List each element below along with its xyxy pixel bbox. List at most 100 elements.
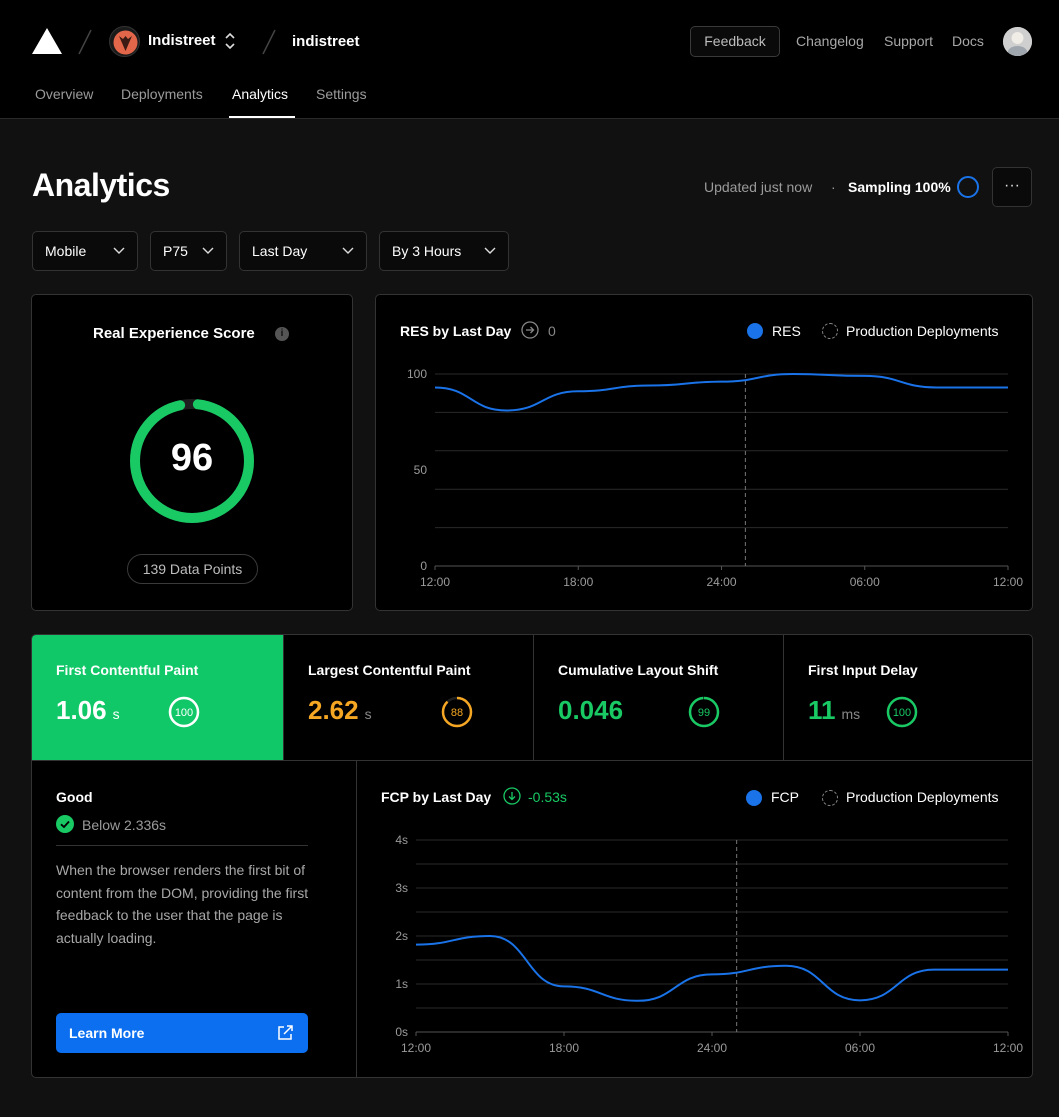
score-ring-icon: 99 (688, 696, 720, 728)
learn-more-button[interactable]: Learn More (56, 1013, 308, 1053)
granularity-select[interactable]: By 3 Hours (379, 231, 509, 271)
metric-number: 11 (808, 695, 836, 725)
metric-name: First Contentful Paint (56, 662, 199, 678)
user-avatar[interactable] (1003, 27, 1032, 56)
metric-value: 0.046 (558, 695, 629, 726)
more-options-button[interactable]: ··· (992, 167, 1032, 207)
support-link[interactable]: Support (884, 33, 934, 49)
slash-separator-icon (262, 29, 276, 55)
legend-deployments-label[interactable]: Production Deployments (846, 323, 999, 339)
metric-detail-panel: Good Below 2.336s When the browser rende… (32, 761, 357, 1077)
device-select[interactable]: Mobile (32, 231, 138, 271)
chevron-down-icon (484, 247, 496, 254)
metric-number: 0.046 (558, 695, 624, 725)
x-tick-label: 24:00 (706, 575, 736, 589)
series-line-fcp[interactable] (415, 934, 1008, 1002)
data-points-badge: 139 Data Points (127, 554, 258, 584)
user-photo-icon (1003, 27, 1032, 56)
score-ring-value: 88 (451, 707, 463, 719)
metric-name: Cumulative Layout Shift (558, 662, 719, 678)
metric-cls[interactable]: Cumulative Layout Shift 0.046 99 (533, 635, 783, 761)
legend-deployments-dot (822, 323, 838, 339)
check-circle-icon (56, 815, 74, 833)
x-tick-label: 12:00 (401, 1041, 431, 1055)
legend-deployments-label[interactable]: Production Deployments (846, 789, 999, 805)
x-tick-label: 24:00 (697, 1041, 727, 1055)
legend-fcp-label[interactable]: FCP (771, 789, 799, 805)
chevron-down-icon (202, 247, 214, 254)
metric-lcp[interactable]: Largest Contentful Paint 2.62 s 88 (283, 635, 533, 761)
y-tick-label: 0 (420, 559, 427, 573)
docs-link[interactable]: Docs (952, 33, 984, 49)
tab-analytics[interactable]: Analytics (232, 86, 289, 102)
metric-fcp[interactable]: First Contentful Paint 1.06 s 100 (32, 635, 283, 761)
chevron-down-icon (113, 247, 125, 254)
y-tick-label: 2s (395, 929, 408, 943)
metric-number: 1.06 (56, 695, 107, 725)
y-tick-label: 3s (395, 881, 408, 895)
x-tick-label: 12:00 (420, 575, 450, 589)
metric-value: 11 ms (808, 695, 860, 726)
metrics-divider (32, 760, 1032, 761)
score-card-title: Real Experience Score (93, 325, 255, 342)
team-name[interactable]: Indistreet (148, 32, 216, 49)
score-ring-value: 100 (175, 707, 193, 719)
time-range-select[interactable]: Last Day (239, 231, 367, 271)
metric-value: 2.62 s (308, 695, 372, 726)
res-chart-card: RES by Last Day 0 RES Production Deploym… (375, 294, 1033, 611)
percentile-select[interactable]: P75 (150, 231, 227, 271)
y-tick-label: 4s (395, 833, 408, 847)
tab-deployments[interactable]: Deployments (121, 86, 203, 102)
feedback-button[interactable]: Feedback (690, 26, 780, 57)
updated-status: Updated just now (704, 179, 813, 195)
metric-fid[interactable]: First Input Delay 11 ms 100 (783, 635, 1032, 761)
score-ring-arc (168, 696, 200, 728)
score-ring-icon: 100 (168, 696, 200, 728)
score-ring-value: 100 (893, 707, 911, 719)
legend-fcp-dot (746, 790, 762, 806)
series-line-res[interactable] (434, 372, 1008, 412)
y-tick-label: 50 (414, 463, 428, 477)
web-vitals-panel: First Contentful Paint 1.06 s 100 Largest… (31, 634, 1033, 1078)
percentile-select-value: P75 (163, 243, 188, 259)
x-tick-label: 18:00 (549, 1041, 579, 1055)
metric-description: When the browser renders the first bit o… (56, 862, 309, 946)
tab-overview[interactable]: Overview (35, 86, 94, 102)
res-chart-title: RES by Last Day (400, 323, 512, 339)
active-tab-indicator (229, 116, 295, 118)
y-tick-label: 0s (395, 1025, 408, 1039)
metric-name: First Input Delay (808, 662, 918, 678)
fcp-line-chart[interactable]: 4s 3s 2s 1s 0s 12:00 18:00 24:00 06:00 12:00 (32, 635, 1032, 1077)
score-ring-icon: 88 (441, 696, 473, 728)
metric-unit: s (364, 706, 372, 722)
project-name[interactable]: indistreet (292, 33, 360, 50)
score-ring-arc (886, 696, 918, 728)
y-tick-label: 100 (407, 367, 427, 381)
x-tick-label: 06:00 (845, 1041, 875, 1055)
arrow-right-circle-icon (521, 321, 539, 339)
metric-number: 2.62 (308, 695, 359, 725)
x-tick-label: 18:00 (563, 575, 593, 589)
vercel-logo-icon[interactable] (32, 28, 62, 54)
tab-settings[interactable]: Settings (316, 86, 367, 102)
score-ring-arc (441, 696, 473, 728)
metric-unit: s (112, 706, 120, 722)
learn-more-label: Learn More (69, 1025, 145, 1041)
score-ring-value: 99 (698, 707, 710, 719)
granularity-select-value: By 3 Hours (392, 243, 462, 259)
changelog-link[interactable]: Changelog (796, 33, 864, 49)
sampling-ring-icon[interactable] (956, 175, 980, 199)
score-gauge-arc (130, 399, 254, 523)
slash-separator-icon (78, 29, 92, 55)
team-switcher-icon[interactable] (223, 31, 237, 51)
legend-res-label[interactable]: RES (772, 323, 801, 339)
x-tick-label: 12:00 (993, 1041, 1023, 1055)
x-tick-label: 12:00 (993, 575, 1023, 589)
score-gauge (130, 399, 254, 523)
fcp-change-value: -0.53s (528, 789, 567, 805)
legend-deployments-dot (822, 790, 838, 806)
team-avatar[interactable] (109, 26, 140, 57)
res-line-chart[interactable]: 100 50 0 12:00 18:00 24:00 06:00 12:00 (376, 295, 1032, 610)
info-icon[interactable]: i (275, 327, 289, 341)
metric-value: 1.06 s (56, 695, 120, 726)
